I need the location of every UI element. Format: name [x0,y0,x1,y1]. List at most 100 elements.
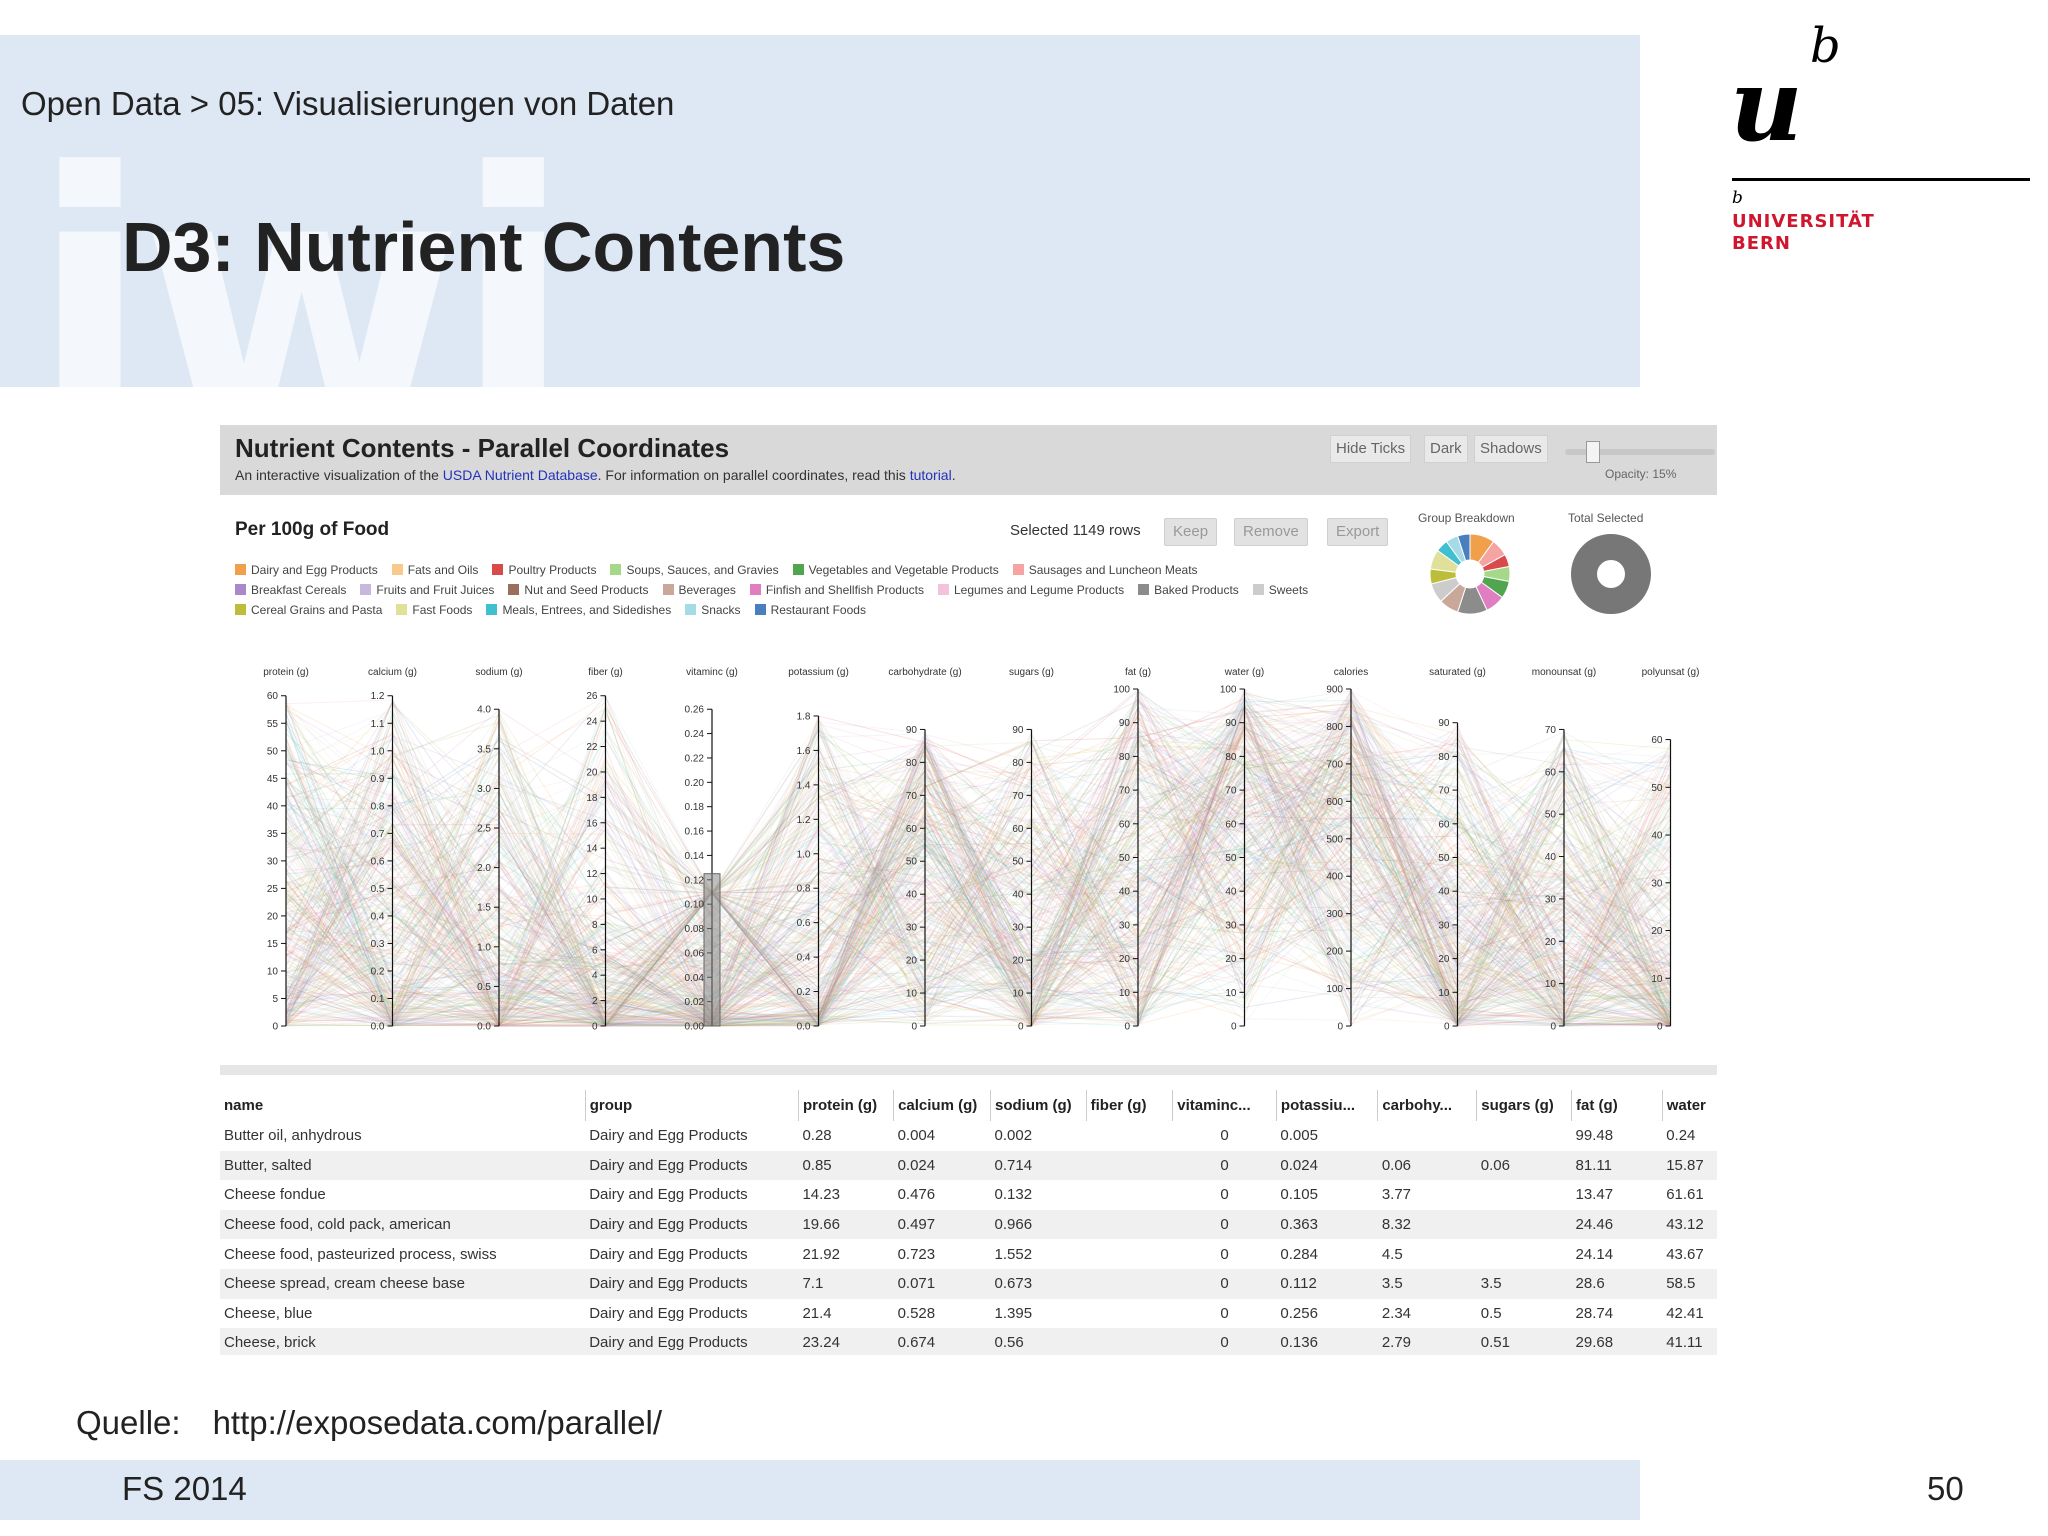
axis-13[interactable]: polyunsat (g) 0 10 20 30 40 50 60 [1642,667,1700,1033]
food-line [285,731,1671,1027]
column-header[interactable]: group [584,1090,799,1121]
dark-button[interactable]: Dark [1424,435,1468,463]
legend-item[interactable]: Baked Products [1138,583,1239,597]
axis-6[interactable]: carbohydrate (g) 0 10 20 30 40 50 60 70 80 90 [888,667,961,1033]
tick-label: 70 [1012,791,1024,802]
column-header[interactable]: name [224,1097,264,1114]
food-line [285,758,1671,1026]
food-line [285,698,1671,1027]
table-row[interactable]: Cheese food, pasteurized process, swiss D… [220,1239,1717,1269]
food-line [285,743,1671,1027]
table-cell: Cheese food, cold pack, american [220,1209,586,1240]
tick-label: 0.22 [685,753,705,764]
table-row[interactable]: Cheese, blue Dairy and Egg Products 21.4 0.… [220,1299,1717,1329]
table-cell: 81.11 [1571,1150,1663,1181]
legend-item[interactable]: Breakfast Cereals [235,583,346,597]
food-line [285,723,1671,1027]
axis-5[interactable]: potassium (g) 0.0 0.2 0.4 0.6 0.8 1.0 1.2 1.4 1.6… [788,667,849,1033]
food-line [285,731,1671,1020]
column-header[interactable]: sugars (g) [1476,1090,1572,1121]
food-line [285,716,1671,1026]
table-row[interactable]: Cheese food, cold pack, american Dairy an… [220,1209,1717,1240]
food-line [285,721,1671,1009]
food-line [285,709,1671,1023]
legend-item[interactable]: Restaurant Foods [754,603,866,617]
shadows-button[interactable]: Shadows [1474,435,1548,463]
legend-item[interactable]: Sweets [1252,583,1308,597]
opacity-slider-handle[interactable] [1586,441,1600,463]
food-line [285,760,1671,1028]
legend-item[interactable]: Fast Foods [396,603,472,617]
legend-item[interactable]: Beverages [662,583,736,597]
food-line [285,706,1671,1027]
axis-0[interactable]: protein (g) 0 5 10 15 20 25 30 35 40 45 50 55 60 [263,667,309,1033]
column-header[interactable]: carbohy... [1377,1090,1477,1121]
food-line [285,741,1671,1024]
table-row[interactable]: Butter oil, anhydrous Dairy and Egg Produ… [220,1121,1717,1151]
legend-item[interactable]: Snacks [685,603,741,617]
legend-item[interactable]: Finfish and Shellfish Products [749,583,924,597]
food-line [285,700,1671,1027]
keep-button[interactable]: Keep [1164,518,1218,546]
tutorial-link[interactable]: tutorial [909,467,952,483]
legend-label: Restaurant Foods [770,603,866,617]
usda-link[interactable]: USDA Nutrient Database [442,467,598,483]
legend-item[interactable]: Meals, Entrees, and Sidedishes [486,603,671,617]
table-cell: 0 [1172,1328,1277,1355]
column-header[interactable]: fat (g) [1571,1090,1663,1121]
table-cell: 0.51 [1476,1328,1572,1355]
table-cell: Cheese, blue [224,1304,313,1322]
column-header[interactable]: calcium (g) [893,1090,991,1121]
tick-label: 0.5 [371,884,385,895]
axis-2[interactable]: sodium (g) 0.0 0.5 1.0 1.5 2.0 2.5 3.0 3.5 4.0 [475,667,522,1033]
table-cell: Dairy and Egg Products [585,1150,799,1181]
food-line [285,727,1671,1027]
axis-11[interactable]: saturated (g) 0 10 20 30 40 50 60 70 80 90 [1429,667,1486,1033]
column-header[interactable]: fiber (g) [1085,1090,1173,1121]
column-header[interactable]: sodium (g) [990,1090,1087,1121]
legend-item[interactable]: Cereal Grains and Pasta [235,603,382,617]
axis-7[interactable]: sugars (g) 0 10 20 30 40 50 60 70 80 90 [1009,667,1054,1033]
legend-item[interactable]: Dairy and Egg Products [235,563,378,577]
food-line [285,772,1671,1028]
food-line [285,793,1671,1026]
food-line [285,718,1671,1027]
legend-swatch [749,584,761,595]
table-row[interactable]: Cheese, brick Dairy and Egg Products 23.24… [220,1328,1717,1355]
table-cell: Dairy and Egg Products [589,1186,748,1204]
axis-8[interactable]: fat (g) 0 10 20 30 40 50 60 70 80 90 100 [1113,667,1151,1033]
table-row[interactable]: Cheese fondue Dairy and Egg Products 14.23… [220,1180,1717,1210]
legend-item[interactable]: Vegetables and Vegetable Products [792,563,999,577]
group-breakdown-donut [1429,533,1511,615]
legend-item[interactable]: Legumes and Legume Products [937,583,1124,597]
axis-10[interactable]: calories 0 100 200 300 400 500 600 700 800 900 [1326,667,1368,1033]
brush-extent[interactable] [703,873,721,1027]
opacity-slider[interactable] [1565,449,1715,455]
remove-button[interactable]: Remove [1234,518,1308,546]
axis-9[interactable]: water (g) 0 10 20 30 40 50 60 70 80 90 100 [1220,667,1264,1033]
export-button[interactable]: Export [1327,518,1389,546]
food-line [285,797,1671,1026]
axis-1[interactable]: calcium (g) 0.0 0.1 0.2 0.3 0.4 0.5 0.6 0.7 0.8 0.… [368,667,417,1033]
table-row[interactable]: Butter, salted Dairy and Egg Products 0.85… [220,1150,1717,1181]
table-row[interactable]: Cheese spread, cream cheese base Dairy an… [220,1268,1717,1299]
legend-item[interactable]: Fruits and Fruit Juices [360,583,494,597]
column-header[interactable]: vitaminc... [1172,1090,1277,1121]
food-line [285,793,1671,1017]
legend-item[interactable]: Sausages and Luncheon Meats [1012,563,1198,577]
food-line [285,733,1671,1024]
legend-item[interactable]: Fats and Oils [391,563,478,577]
column-header[interactable]: protein (g) [797,1090,894,1121]
food-line [285,709,1671,1027]
legend-item[interactable]: Soups, Sauces, and Gravies [610,563,779,577]
source-url[interactable]: http://exposedata.com/parallel/ [212,1404,662,1441]
legend-item[interactable]: Poultry Products [492,563,596,577]
column-header[interactable]: potassiu... [1275,1090,1378,1121]
column-header[interactable]: water [1661,1090,1717,1121]
axis-4[interactable]: vitaminc (g) 0.00 0.02 0.04 0.06 0.08 0.10 0.12… [685,667,738,1033]
hide-ticks-button[interactable]: Hide Ticks [1330,435,1412,463]
legend-item[interactable]: Nut and Seed Products [508,583,649,597]
axis-12[interactable]: monounsat (g) 0 10 20 30 40 50 60 70 [1532,667,1596,1033]
